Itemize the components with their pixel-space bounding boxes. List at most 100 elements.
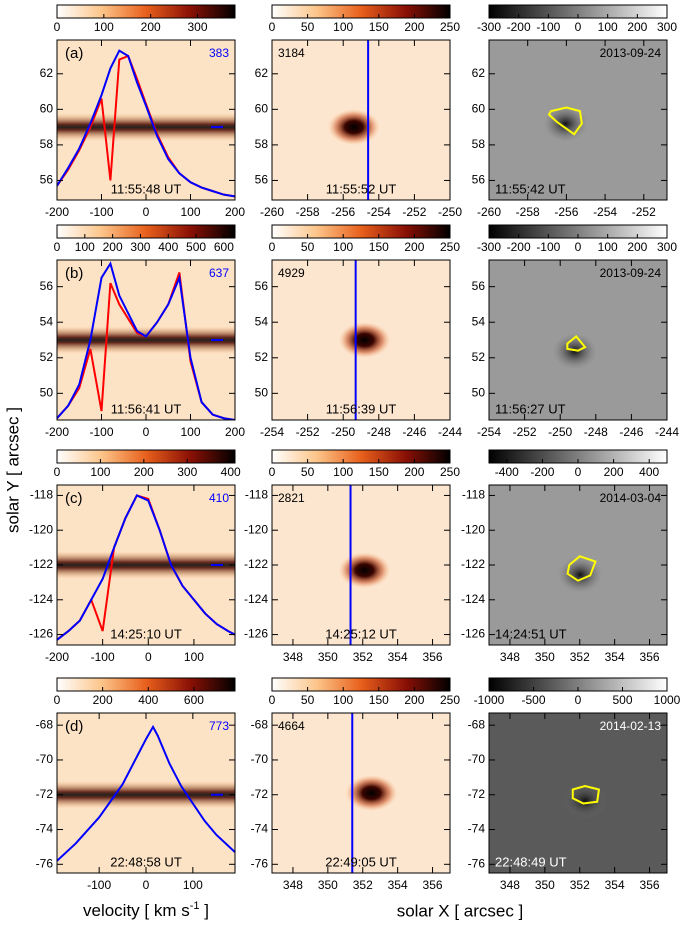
colorbar-tick-label: 200: [404, 240, 424, 254]
panel: 0 100 200 300 400 -200 -100 0 100 -126 -124 -122 -12…: [29, 449, 241, 664]
colorbar: [271, 449, 451, 464]
y-tick-label: -72: [36, 787, 54, 801]
time-label: 11:56:27 UT: [495, 401, 566, 416]
x-tick-label: 348: [500, 650, 520, 664]
y-tick-label: -76: [468, 856, 486, 870]
y-tick-label: -72: [468, 787, 486, 801]
y-tick-label: -124: [244, 592, 268, 606]
colorbar-tick-label: 100: [90, 465, 110, 479]
colorbar-tick-label: -300: [477, 240, 501, 254]
colorbar-tick-label: 250: [440, 20, 460, 34]
colorbar-tick-label: 100: [333, 240, 353, 254]
bright-feature: [338, 552, 391, 589]
image-layer: [57, 485, 235, 645]
date-label: 2014-02-13: [600, 719, 662, 733]
y-tick-label: 58: [472, 137, 486, 151]
x-label-sup: -1: [190, 900, 200, 912]
panel: 0 100 200 300 -200 -100 0 100 200 56 58 60 62 (a) 383 1…: [40, 4, 245, 219]
y-tick-label: 58: [40, 137, 54, 151]
x-tick-label: -252: [632, 205, 656, 219]
x-tick-label: 100: [180, 205, 200, 219]
x-tick-label: 100: [184, 650, 204, 664]
y-tick-label: 56: [40, 279, 54, 293]
x-tick-label: -100: [89, 425, 113, 439]
x-tick-label: 352: [570, 650, 590, 664]
plot-frame: [488, 39, 668, 201]
y-tick-label: 56: [472, 173, 486, 187]
x-tick-label: -256: [554, 205, 578, 219]
time-label: 11:55:42 UT: [495, 181, 566, 196]
x-tick-label: 100: [183, 878, 203, 892]
image-layer: [272, 260, 450, 420]
x-tick-label: 354: [605, 650, 625, 664]
colorbar-tick-label: 100: [333, 20, 353, 34]
panel: 0 50 100 150 200 250 -254 -252 -250 -248 -246 -244 5…: [255, 224, 462, 439]
colorbar-tick-label: -1000: [474, 693, 505, 707]
colorbar: [271, 677, 451, 692]
colorbar-tick-label: 200: [404, 20, 424, 34]
image-layer: [489, 40, 667, 200]
colorbar-tick-label: 150: [369, 240, 389, 254]
y-tick-label: -118: [30, 488, 53, 502]
time-label: 14:25:12 UT: [325, 626, 397, 641]
panel: -1000 -500 0 500 1000 348 350 352 354 356 -76 -74 -7…: [468, 677, 681, 892]
colorbar-tick-label: -200: [507, 20, 531, 34]
colorbar-tick-label: -400: [495, 465, 519, 479]
colorbar: [271, 4, 451, 19]
colorbar-tick-label: 100: [333, 465, 353, 479]
colorbar-tick-label: 100: [333, 693, 353, 707]
colorbar-tick-label: -500: [521, 693, 545, 707]
bright-feature: [327, 109, 380, 146]
x-tick-label: -100: [87, 878, 111, 892]
y-tick-label: -70: [36, 752, 54, 766]
colorbar-tick-label: -100: [536, 20, 560, 34]
x-tick-label: -200: [45, 650, 69, 664]
colorbar-tick-label: 50: [301, 240, 315, 254]
y-tick-label: -126: [244, 627, 268, 641]
image-layer: [57, 260, 235, 420]
y-tick-label: -74: [251, 822, 269, 836]
x-tick-label: 350: [535, 878, 555, 892]
time-label: 22:48:58 UT: [110, 854, 182, 869]
colorbar-tick-label: 50: [301, 693, 315, 707]
peak-count: 4929: [278, 266, 305, 280]
x-tick-label: 350: [535, 650, 555, 664]
y-tick-label: -126: [29, 627, 53, 641]
y-tick-label: 62: [255, 66, 269, 80]
colorbar-tick-label: 0: [269, 693, 276, 707]
plot-frame: [488, 712, 668, 874]
y-tick-label: -118: [462, 488, 485, 502]
colorbar-tick-label: 500: [612, 693, 632, 707]
y-tick-label: -76: [36, 856, 54, 870]
x-tick-label: 356: [423, 878, 443, 892]
panel-label: (b): [65, 265, 83, 282]
y-tick-label: -120: [29, 522, 53, 536]
y-axis-label: solar Y [ arcsec ]: [3, 407, 22, 533]
date-label: 2013-09-24: [600, 46, 662, 60]
y-tick-label: 52: [255, 350, 269, 364]
x-tick-label: 352: [353, 650, 373, 664]
contour: [547, 106, 583, 136]
time-label: 11:56:39 UT: [326, 401, 397, 416]
colorbar-tick-label: 100: [75, 240, 95, 254]
x-axis-label: solar X [ arcsec ]: [397, 901, 524, 920]
panel: 0 50 100 150 200 250 348 350 352 354 356 -126 -124 -1…: [244, 449, 460, 664]
x-tick-label: 200: [225, 425, 245, 439]
plot-frame: [488, 259, 668, 421]
x-tick-label: 354: [388, 878, 408, 892]
x-tick-label: 0: [143, 878, 150, 892]
colorbar-tick-label: 200: [627, 20, 647, 34]
contour: [571, 785, 601, 805]
x-tick-label: -200: [45, 425, 69, 439]
panel: -400 -200 0 200 400 348 350 352 354 356 -126 -124 -1…: [461, 449, 668, 664]
x-tick-label: -244: [655, 425, 679, 439]
y-tick-label: 56: [472, 279, 486, 293]
contour: [566, 335, 587, 352]
x-tick-label: -258: [516, 205, 540, 219]
colorbar-tick-label: -200: [530, 465, 554, 479]
y-tick-label: 54: [40, 314, 54, 328]
colorbar-tick-label: 100: [598, 20, 618, 34]
x-tick-label: 354: [388, 650, 408, 664]
y-tick-label: 60: [40, 102, 54, 116]
colorbar-tick-label: 400: [221, 465, 241, 479]
